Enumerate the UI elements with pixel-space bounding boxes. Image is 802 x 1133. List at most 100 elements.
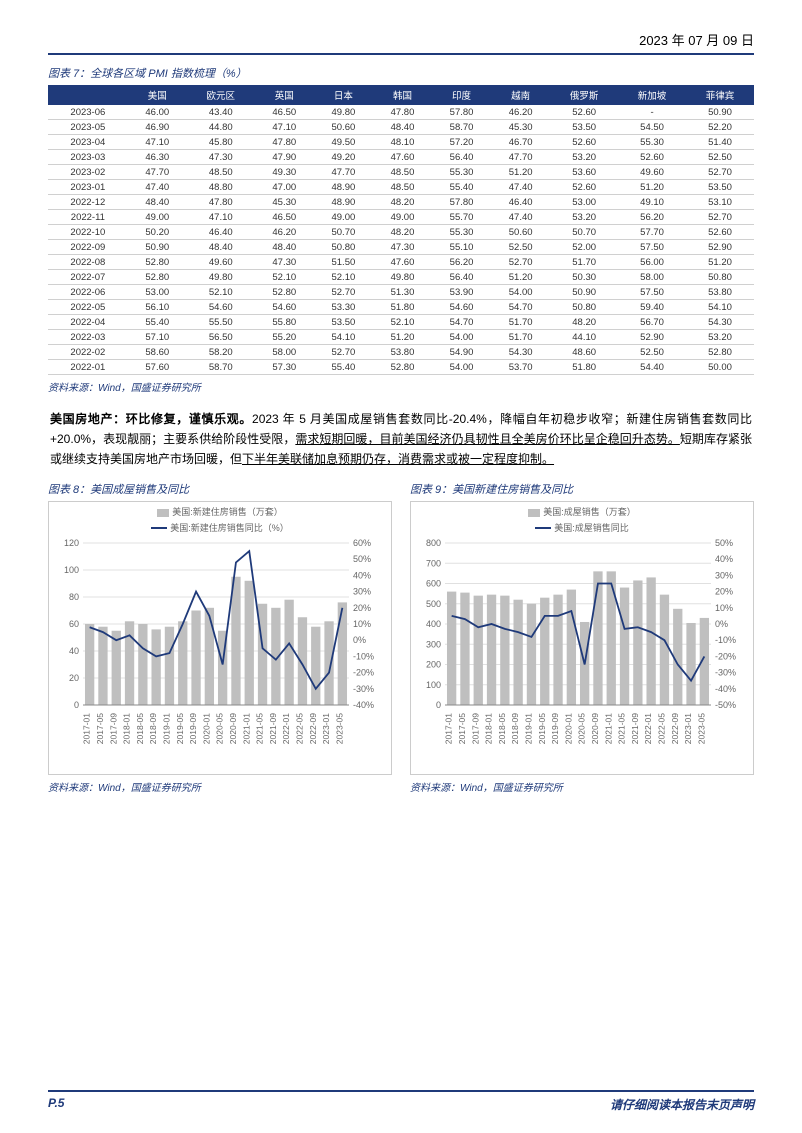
svg-text:2020-05: 2020-05 bbox=[215, 712, 225, 743]
svg-text:10%: 10% bbox=[353, 619, 371, 629]
svg-text:200: 200 bbox=[426, 659, 441, 669]
table-row: 2022-0258.6058.2058.0052.7053.8054.9054.… bbox=[48, 345, 754, 360]
page-number: P.5 bbox=[48, 1096, 64, 1113]
svg-text:-30%: -30% bbox=[353, 683, 374, 693]
table-cell: 51.70 bbox=[491, 315, 550, 330]
table-cell: 2023-02 bbox=[48, 165, 128, 180]
svg-text:2020-09: 2020-09 bbox=[228, 712, 238, 743]
svg-text:-40%: -40% bbox=[353, 700, 374, 710]
table-cell: 55.50 bbox=[187, 315, 255, 330]
table-cell: 2022-01 bbox=[48, 360, 128, 375]
svg-text:2018-09: 2018-09 bbox=[510, 712, 520, 743]
table-cell: 48.90 bbox=[314, 180, 373, 195]
svg-text:2021-05: 2021-05 bbox=[255, 712, 265, 743]
table-cell: 58.00 bbox=[255, 345, 314, 360]
svg-text:800: 800 bbox=[426, 538, 441, 548]
table-row: 2022-0950.9048.4048.4050.8047.3055.1052.… bbox=[48, 240, 754, 255]
table-cell: 49.80 bbox=[373, 270, 432, 285]
table-cell: 47.80 bbox=[255, 135, 314, 150]
chart8-legend-bar-swatch bbox=[157, 509, 169, 517]
svg-text:2017-01: 2017-01 bbox=[444, 712, 454, 743]
table-cell: 57.60 bbox=[128, 360, 187, 375]
svg-text:100: 100 bbox=[426, 679, 441, 689]
svg-text:2019-05: 2019-05 bbox=[175, 712, 185, 743]
table-cell: 2023-04 bbox=[48, 135, 128, 150]
table-cell: 52.10 bbox=[314, 270, 373, 285]
table-cell: 49.80 bbox=[187, 270, 255, 285]
table-cell: 55.20 bbox=[255, 330, 314, 345]
table-cell: 51.20 bbox=[491, 270, 550, 285]
svg-text:120: 120 bbox=[64, 538, 79, 548]
table-cell: 53.30 bbox=[314, 300, 373, 315]
table-cell: 56.00 bbox=[618, 255, 686, 270]
table-cell: 57.50 bbox=[618, 240, 686, 255]
table-cell: 53.20 bbox=[550, 210, 618, 225]
table-cell: 47.80 bbox=[187, 195, 255, 210]
table-row: 2023-0546.9044.8047.1050.6048.4058.7045.… bbox=[48, 120, 754, 135]
table-cell: 54.70 bbox=[432, 315, 491, 330]
table-cell: 55.30 bbox=[432, 165, 491, 180]
svg-text:40%: 40% bbox=[353, 570, 371, 580]
table-cell: 48.40 bbox=[255, 240, 314, 255]
table-cell: 54.60 bbox=[187, 300, 255, 315]
table-cell: 48.20 bbox=[373, 225, 432, 240]
svg-text:2018-05: 2018-05 bbox=[135, 712, 145, 743]
svg-text:2017-09: 2017-09 bbox=[470, 712, 480, 743]
table-cell: 55.80 bbox=[255, 315, 314, 330]
table-row: 2023-0346.3047.3047.9049.2047.6056.4047.… bbox=[48, 150, 754, 165]
table-cell: 53.60 bbox=[550, 165, 618, 180]
table-cell: 52.60 bbox=[618, 150, 686, 165]
svg-text:2021-09: 2021-09 bbox=[630, 712, 640, 743]
table-row: 2022-1050.2046.4046.2050.7048.2055.3050.… bbox=[48, 225, 754, 240]
table-header-cell: 越南 bbox=[491, 85, 550, 105]
table-row: 2022-0357.1056.5055.2054.1051.2054.0051.… bbox=[48, 330, 754, 345]
table-cell: 54.30 bbox=[686, 315, 754, 330]
table-cell: 48.60 bbox=[550, 345, 618, 360]
table-cell: 47.40 bbox=[491, 210, 550, 225]
table-cell: 47.70 bbox=[128, 165, 187, 180]
svg-text:2019-09: 2019-09 bbox=[550, 712, 560, 743]
svg-text:2019-09: 2019-09 bbox=[188, 712, 198, 743]
table-cell: 55.40 bbox=[128, 315, 187, 330]
table-cell: 52.20 bbox=[686, 120, 754, 135]
chart8-legend-bar-label: 美国:新建住房销售（万套） bbox=[172, 506, 283, 519]
table-cell: 2023-03 bbox=[48, 150, 128, 165]
svg-text:600: 600 bbox=[426, 578, 441, 588]
table-cell: 47.30 bbox=[255, 255, 314, 270]
table7-title: 图表 7：全球各区域 PMI 指数梳理（%） bbox=[48, 65, 754, 81]
table-cell: 52.50 bbox=[491, 240, 550, 255]
chart9-svg: 0100200300400500600700800-50%-40%-30%-20… bbox=[415, 537, 745, 767]
footer-disclaimer: 请仔细阅读本报告末页声明 bbox=[610, 1096, 754, 1113]
svg-text:2022-05: 2022-05 bbox=[294, 712, 304, 743]
table-cell: 52.80 bbox=[686, 345, 754, 360]
svg-text:80: 80 bbox=[69, 592, 79, 602]
table-cell: 58.60 bbox=[128, 345, 187, 360]
analysis-paragraph: 美国房地产：环比修复，谨慎乐观。2023 年 5 月美国成屋销售套数同比-20.… bbox=[48, 410, 754, 469]
table-cell: 50.30 bbox=[550, 270, 618, 285]
table-cell: 51.80 bbox=[550, 360, 618, 375]
table-cell: 45.30 bbox=[491, 120, 550, 135]
table-cell: 56.20 bbox=[432, 255, 491, 270]
svg-text:2022-09: 2022-09 bbox=[308, 712, 318, 743]
table-cell: 54.00 bbox=[491, 285, 550, 300]
table-cell: 49.20 bbox=[314, 150, 373, 165]
chart8-legend-line-label: 美国:新建住房销售同比（%） bbox=[170, 522, 289, 535]
chart9-legend-line-swatch bbox=[535, 527, 551, 529]
para-lead: 美国房地产：环比修复，谨慎乐观。 bbox=[50, 412, 252, 426]
table-header-cell: 韩国 bbox=[373, 85, 432, 105]
svg-text:2018-09: 2018-09 bbox=[148, 712, 158, 743]
table-header-cell bbox=[48, 85, 128, 105]
table-cell: 51.70 bbox=[550, 255, 618, 270]
table-cell: 52.60 bbox=[550, 135, 618, 150]
table-cell: 54.30 bbox=[491, 345, 550, 360]
table-cell: 56.50 bbox=[187, 330, 255, 345]
svg-text:30%: 30% bbox=[353, 586, 371, 596]
table-cell: 53.10 bbox=[686, 195, 754, 210]
svg-text:2018-01: 2018-01 bbox=[122, 712, 132, 743]
chart8-title: 图表 8：美国成屋销售及同比 bbox=[48, 481, 392, 497]
table-cell: 49.30 bbox=[255, 165, 314, 180]
table-cell: 52.90 bbox=[618, 330, 686, 345]
table-row: 2022-0752.8049.8052.1052.1049.8056.4051.… bbox=[48, 270, 754, 285]
table-cell: 46.30 bbox=[128, 150, 187, 165]
table-cell: 43.40 bbox=[187, 105, 255, 120]
